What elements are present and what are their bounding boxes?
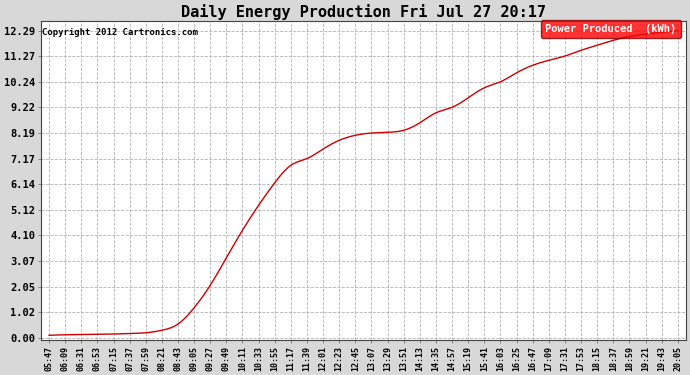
Title: Daily Energy Production Fri Jul 27 20:17: Daily Energy Production Fri Jul 27 20:17 — [181, 4, 546, 20]
Legend: Power Produced  (kWh): Power Produced (kWh) — [541, 20, 680, 39]
Text: Copyright 2012 Cartronics.com: Copyright 2012 Cartronics.com — [42, 28, 198, 37]
